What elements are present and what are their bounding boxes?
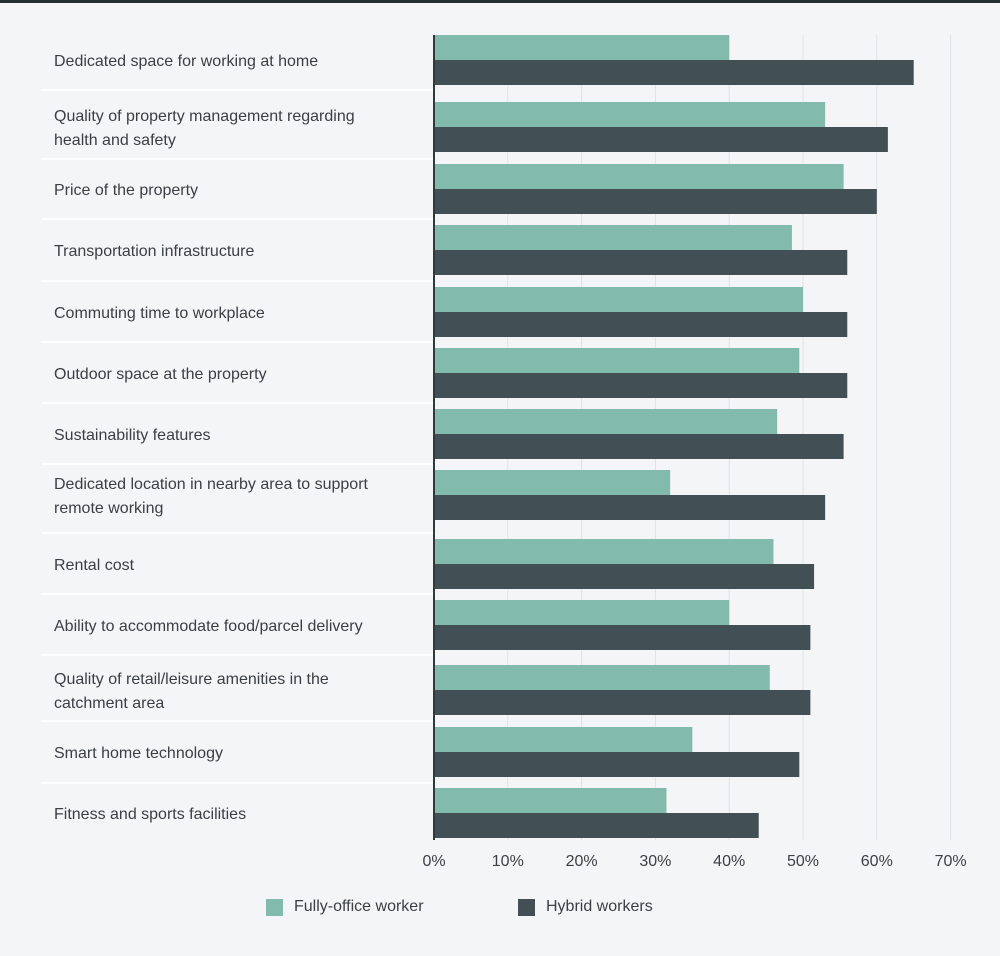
x-tick-label: 20% (566, 853, 598, 870)
bar-hybrid (434, 434, 844, 459)
bar-fully-office (434, 35, 730, 60)
bar-hybrid (434, 625, 811, 650)
x-tick-label: 30% (639, 853, 671, 870)
legend: Fully-office worker Hybrid workers (0, 898, 1000, 922)
bar-chart: Dedicated space for working at home Quali… (42, 35, 967, 870)
top-border (0, 0, 1000, 3)
bar-hybrid (434, 60, 914, 85)
bar-fully-office (434, 348, 800, 373)
row-separators (42, 89, 433, 784)
bar-hybrid (434, 564, 815, 589)
bar-fully-office (434, 287, 803, 312)
x-tick-label: 40% (713, 853, 745, 870)
bar-fully-office (434, 788, 667, 813)
x-tick-label: 0% (422, 853, 445, 870)
category-label: Outdoor space at the property (54, 366, 267, 383)
category-label: Commuting time to workplace (54, 305, 265, 322)
bar-hybrid (434, 312, 848, 337)
bar-fully-office (434, 102, 826, 127)
category-label: Price of the property (54, 182, 198, 199)
category-label: Quality of retail/leisure amenities in t… (54, 671, 329, 712)
legend-swatch-fully-office (266, 898, 283, 916)
x-tick-label: 60% (861, 853, 893, 870)
bar-fully-office (434, 665, 770, 690)
category-label: Sustainability features (54, 427, 211, 444)
bar-fully-office (434, 409, 778, 434)
category-label: Ability to accommodate food/parcel deliv… (54, 618, 363, 635)
category-label: Dedicated space for working at home (54, 53, 318, 70)
bar-fully-office (434, 470, 671, 495)
category-label: Fitness and sports facilities (54, 806, 246, 823)
legend-label-hybrid: Hybrid workers (546, 898, 653, 915)
category-label: Dedicated location in nearby area to sup… (54, 476, 369, 517)
category-label: Transportation infrastructure (54, 243, 254, 260)
bar-fully-office (434, 727, 693, 752)
bar-hybrid (434, 752, 800, 777)
bars (434, 35, 914, 838)
x-axis-ticks: 0% 10% 20% 30% 40% 50% 60% 70% (422, 853, 966, 870)
bar-hybrid (434, 189, 877, 214)
legend-swatch-hybrid (518, 898, 535, 916)
bar-hybrid (434, 373, 848, 398)
bar-hybrid (434, 690, 811, 715)
legend-label-fully-office: Fully-office worker (294, 898, 424, 915)
bar-fully-office (434, 164, 844, 189)
x-tick-label: 70% (935, 853, 967, 870)
legend-item-fully-office: Fully-office worker (266, 898, 424, 916)
x-tick-label: 50% (787, 853, 819, 870)
legend-item-hybrid: Hybrid workers (518, 898, 653, 916)
bar-hybrid (434, 127, 888, 152)
category-label: Smart home technology (54, 745, 223, 762)
bar-fully-office (434, 539, 774, 564)
category-labels: Dedicated space for working at home Quali… (54, 53, 369, 823)
bar-hybrid (434, 495, 826, 520)
bar-fully-office (434, 600, 730, 625)
category-label: Quality of property management regarding… (54, 108, 355, 149)
bar-hybrid (434, 813, 759, 838)
bar-hybrid (434, 250, 848, 275)
bar-fully-office (434, 225, 792, 250)
category-label: Rental cost (54, 557, 135, 574)
x-tick-label: 10% (492, 853, 524, 870)
